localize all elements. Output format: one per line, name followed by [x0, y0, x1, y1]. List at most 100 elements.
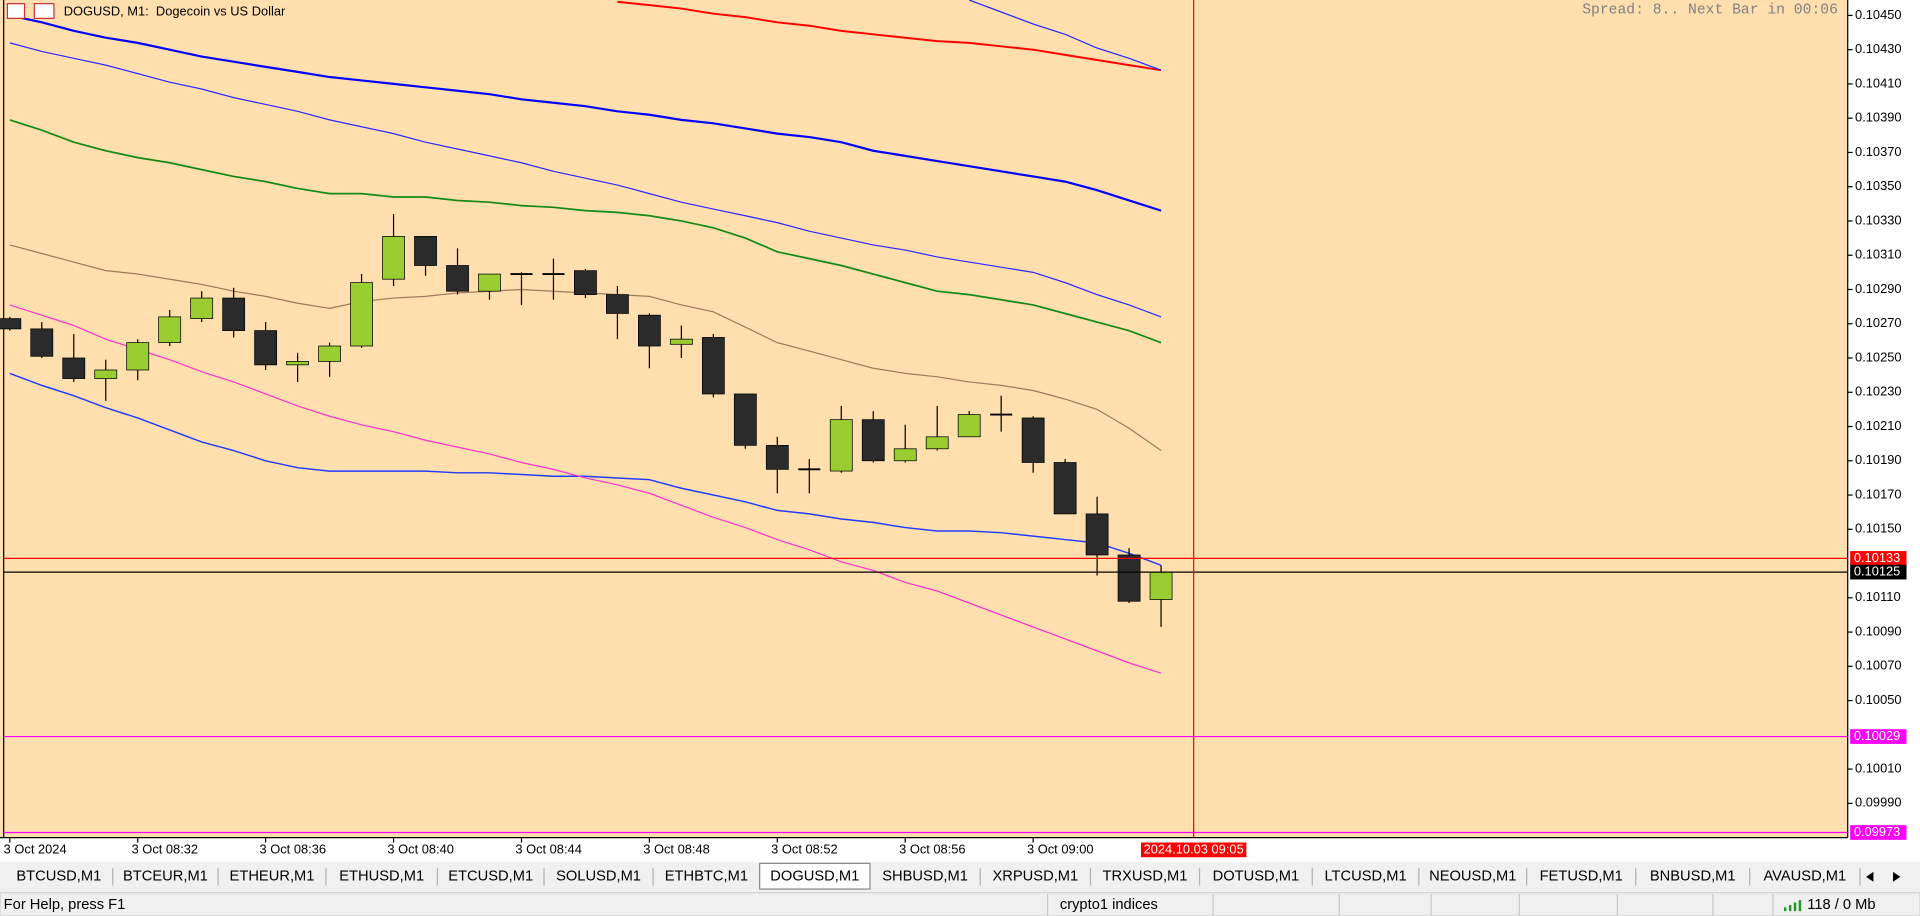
tab-label[interactable]: TRXUSD,M1 [1103, 869, 1188, 885]
candle-body [733, 393, 757, 446]
status-profile: crypto1 indices [1060, 897, 1158, 913]
candle-body [94, 369, 118, 379]
candle-body [765, 444, 789, 470]
candle-body [669, 338, 693, 345]
candle-body [861, 419, 885, 462]
candle-body [126, 342, 150, 371]
candle-body [957, 414, 981, 438]
x-tick-label: 3 Oct 08:40 [387, 841, 454, 856]
tab-label[interactable]: SHBUSD,M1 [882, 869, 968, 885]
price-label: 0.10133 [1854, 550, 1900, 565]
tab-bar [0, 863, 1920, 891]
price-label-box [1850, 729, 1907, 744]
x-tick-label: 3 Oct 08:56 [899, 841, 966, 856]
connection-icon [1783, 900, 1802, 912]
status-help: For Help, press F1 [4, 897, 126, 913]
tab-label[interactable]: ETHEUR,M1 [230, 869, 315, 885]
tab-label[interactable]: LTCUSD,M1 [1324, 869, 1406, 885]
candle-body [158, 316, 182, 343]
tab-label[interactable]: ETHUSD,M1 [339, 869, 424, 885]
y-tick-label: 0.10390 [1855, 110, 1901, 125]
tab-label[interactable]: DOTUSD,M1 [1213, 869, 1300, 885]
indicator-line [9, 372, 1162, 566]
candle-body [925, 436, 949, 450]
candle-body [446, 265, 469, 292]
menu-icon[interactable] [33, 3, 55, 19]
indicator-line [617, 0, 1162, 72]
price-label-box [1850, 564, 1907, 580]
y-tick-label: 0.10410 [1855, 75, 1901, 90]
tab-label[interactable]: AVAUSD,M1 [1763, 869, 1846, 885]
tab-label[interactable]: ETCUSD,M1 [448, 869, 533, 885]
candle-body [30, 328, 54, 357]
candle-body [829, 419, 853, 472]
candle-body [382, 236, 405, 280]
candle-body [62, 357, 86, 379]
candle-body [350, 282, 373, 347]
candle-body [318, 345, 341, 362]
y-tick-label: 0.10090 [1855, 623, 1901, 638]
y-tick-label: 0.10430 [1855, 41, 1901, 56]
chart-area [0, 0, 1848, 838]
indicator-line [9, 119, 1162, 344]
tab-label[interactable]: BTCEUR,M1 [123, 869, 208, 885]
indicator-line [9, 42, 1162, 318]
candle-body [222, 297, 246, 331]
price-label: 0.10125 [1854, 564, 1900, 579]
tab-label[interactable]: BTCUSD,M1 [16, 869, 101, 885]
y-tick-label: 0.10350 [1855, 178, 1901, 193]
indicators [9, 0, 1162, 674]
status-traffic: 118 / 0 Mb [1807, 897, 1875, 913]
candle-body [637, 314, 661, 347]
y-tick-label: 0.10230 [1855, 384, 1901, 399]
y-tick-label: 0.10330 [1855, 212, 1901, 227]
x-tick-label: 3 Oct 2024 [4, 841, 67, 856]
candle-body [1021, 417, 1045, 463]
price-label-box [1850, 551, 1907, 566]
tab-label[interactable]: BNBUSD,M1 [1650, 869, 1736, 885]
y-tick-label: 0.10170 [1855, 486, 1901, 501]
candle-body [574, 270, 597, 295]
tab-active [759, 862, 871, 890]
info-text: Spread: 8.. Next Bar in 00:06 [1582, 3, 1838, 19]
chart-title: DOGUSD, M1: Dogecoin vs US Dollar [64, 4, 286, 19]
candle-body [478, 273, 501, 292]
y-tick-label: 0.10310 [1855, 247, 1901, 262]
tab-label[interactable]: ETHBTC,M1 [665, 869, 748, 885]
x-tick-label: 3 Oct 08:52 [771, 841, 838, 856]
candle-body [254, 330, 278, 366]
indicator-line [968, 0, 1162, 71]
menu-icon[interactable] [6, 3, 26, 19]
x-tick-label: 3 Oct 09:00 [1027, 841, 1094, 856]
y-tick-label: 0.10070 [1855, 658, 1901, 673]
tab-label[interactable]: XRPUSD,M1 [992, 869, 1078, 885]
candle-body [190, 297, 214, 319]
indicator-line [9, 304, 1162, 674]
candle-body [893, 448, 917, 462]
tab-scroll[interactable] [1866, 871, 1901, 882]
tab-label[interactable]: NEOUSD,M1 [1429, 869, 1516, 885]
y-tick-label: 0.10290 [1855, 281, 1901, 296]
indicator-line [9, 14, 1162, 212]
crosshair-label-box [1140, 842, 1247, 858]
candles [0, 214, 1173, 627]
candle-body [606, 294, 629, 314]
y-tick-label: 0.10010 [1855, 761, 1901, 776]
x-tick-label: 3 Oct 08:36 [260, 841, 327, 856]
y-tick-label: 0.10270 [1855, 315, 1901, 330]
x-tick-label: 3 Oct 08:32 [132, 841, 199, 856]
x-tick-label: 3 Oct 08:48 [643, 841, 710, 856]
y-tick-label: 0.10190 [1855, 452, 1901, 467]
candle-body [701, 337, 725, 395]
axes: 0.10450 0.10430 0.10410 0.10390 0.10370 0.103… [4, 7, 1902, 856]
candle-body [1053, 462, 1077, 515]
candle-body [1117, 554, 1141, 602]
price-label-box [1850, 825, 1907, 840]
candle-body [414, 236, 437, 266]
y-tick-label: 0.10050 [1855, 692, 1901, 707]
tab-label[interactable]: SOLUSD,M1 [556, 869, 641, 885]
tab-label[interactable]: FETUSD,M1 [1540, 869, 1623, 885]
price-label: 0.09973 [1854, 824, 1900, 839]
tab-label-active[interactable]: DOGUSD,M1 [770, 869, 859, 885]
